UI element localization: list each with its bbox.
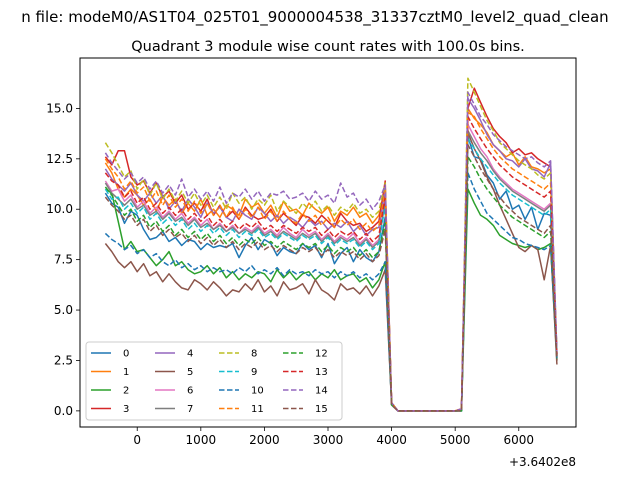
series-line-2: [105, 188, 558, 412]
y-tick-label: 10.0: [46, 202, 73, 216]
series-line-3: [104, 87, 558, 412]
series-line-6: [104, 123, 558, 412]
y-axis: 0.0 2.5 5.0 7.5 10.0 12.5 15.0: [46, 101, 80, 418]
y-tick-label: 12.5: [46, 152, 73, 166]
y-tick-label: 5.0: [54, 303, 73, 317]
legend-item-14[interactable]: 14: [283, 386, 328, 397]
x-tick-label: 0: [133, 433, 141, 447]
legend-item-13[interactable]: 13: [283, 367, 328, 378]
legend-label: 1: [123, 367, 129, 378]
legend-item-3[interactable]: 3: [91, 404, 129, 415]
legend-item-11[interactable]: 11: [219, 404, 264, 415]
x-axis: 0 1000 2000 3000 4000 5000 6000: [133, 427, 534, 447]
legend-label: 14: [315, 386, 328, 397]
series-line-8: [104, 77, 558, 412]
legend-label: 4: [187, 349, 193, 360]
legend-label: 7: [187, 404, 193, 415]
series-line-7: [104, 129, 558, 412]
legend-label: 8: [251, 349, 257, 360]
legend-item-10[interactable]: 10: [219, 386, 264, 397]
x-tick-label: 3000: [313, 433, 344, 447]
figure-suptitle: n file: modeM0/AS1T04_025T01_9000004538_…: [21, 8, 608, 27]
legend-label: 0: [123, 349, 129, 360]
x-tick-label: 1000: [186, 433, 217, 447]
x-tick-label: 6000: [503, 433, 534, 447]
legend-label: 11: [251, 404, 264, 415]
legend-label: 2: [123, 386, 129, 397]
x-tick-label: 4000: [376, 433, 407, 447]
chart-title: Quadrant 3 module wise count rates with …: [131, 39, 525, 55]
legend-label: 6: [187, 386, 193, 397]
y-tick-label: 2.5: [54, 353, 73, 367]
legend-item-6[interactable]: 6: [155, 386, 193, 397]
legend-label: 3: [123, 404, 129, 415]
legend-item-7[interactable]: 7: [155, 404, 193, 415]
legend-item-5[interactable]: 5: [155, 367, 193, 378]
legend-item-8[interactable]: 8: [219, 349, 257, 360]
legend-label: 12: [315, 349, 328, 360]
legend-label: 15: [315, 404, 328, 415]
series-line-12: [104, 156, 558, 412]
legend-item-15[interactable]: 15: [283, 404, 328, 415]
legend-item-9[interactable]: 9: [219, 367, 257, 378]
series-line-11: [104, 111, 558, 412]
legend-item-4[interactable]: 4: [155, 349, 193, 360]
legend-item-0[interactable]: 0: [91, 349, 129, 360]
legend-label: 13: [315, 367, 328, 378]
legend-label: 5: [187, 367, 193, 378]
legend-item-2[interactable]: 2: [91, 386, 129, 397]
legend-box: [85, 341, 343, 421]
series-line-14: [104, 91, 558, 412]
y-tick-label: 15.0: [46, 101, 73, 115]
legend-item-12[interactable]: 12: [283, 349, 328, 360]
plot-lines: [104, 77, 558, 412]
legend-label: 10: [251, 386, 264, 397]
legend-item-1[interactable]: 1: [91, 367, 129, 378]
legend-label: 9: [251, 367, 257, 378]
y-tick-label: 0.0: [54, 404, 73, 418]
y-tick-label: 7.5: [54, 253, 73, 267]
x-tick-label: 5000: [440, 433, 471, 447]
x-tick-label: 2000: [249, 433, 280, 447]
series-line-10: [104, 172, 558, 412]
series-line-13: [104, 115, 558, 412]
series-line-9: [104, 137, 558, 412]
x-offset-label: +3.6402e8: [509, 455, 576, 469]
series-line-5: [104, 131, 558, 412]
series-line-15: [104, 143, 558, 412]
